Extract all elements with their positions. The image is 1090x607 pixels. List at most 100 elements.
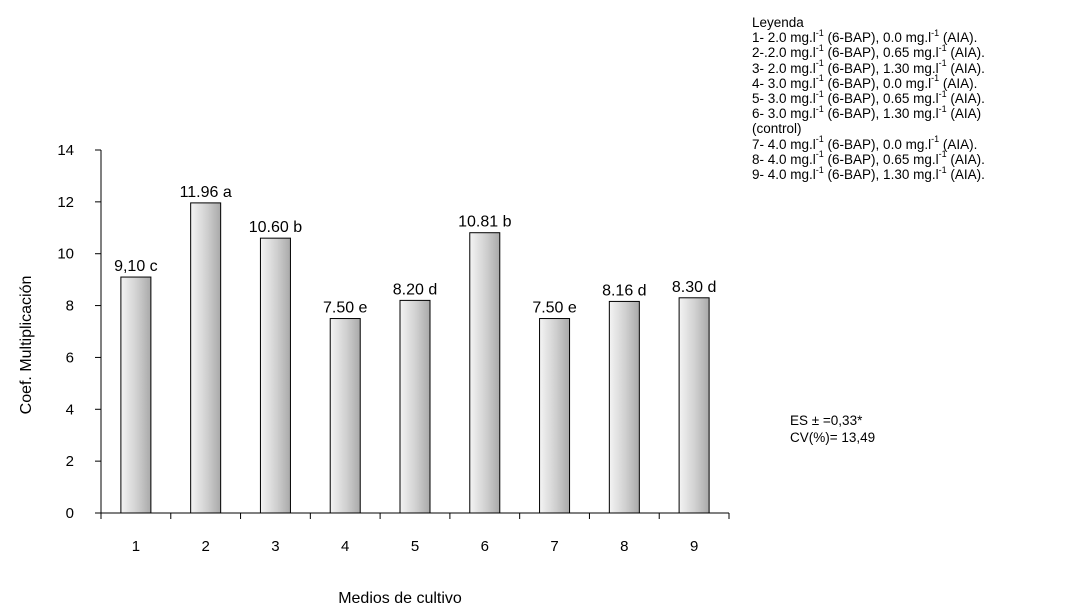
- legend-item-pre: 8- 4.0 mg.l: [752, 151, 816, 167]
- x-tick-label: 5: [411, 538, 419, 555]
- bar-value-label: 10.81 b: [458, 214, 511, 231]
- y-tick-label: 8: [66, 298, 74, 315]
- legend: Leyenda 1- 2.0 mg.l-1 (6-BAP), 0.0 mg.l-…: [752, 15, 985, 182]
- legend-item-sup2: -1: [938, 164, 947, 175]
- legend-item-pre: 3- 2.0 mg.l: [752, 60, 816, 76]
- x-axis-label: Medios de cultivo: [338, 590, 462, 607]
- legend-item-sup1: -1: [815, 27, 824, 38]
- bar-value-label: 8.20 d: [393, 281, 437, 298]
- bar: [399, 299, 431, 514]
- bar-value-label: 10.60 b: [249, 219, 302, 236]
- bar: [259, 237, 291, 514]
- legend-item-sup2: -1: [938, 42, 947, 53]
- x-tick-label: 8: [620, 538, 628, 555]
- y-tick-label: 2: [66, 453, 74, 470]
- legend-item: 7- 4.0 mg.l-1 (6-BAP), 0.0 mg.l-1 (AIA).: [752, 134, 985, 152]
- legend-item: 8- 4.0 mg.l-1 (6-BAP), 0.65 mg.l-1 (AIA)…: [752, 149, 985, 167]
- legend-item-mid: (6-BAP), 1.30 mg.l: [823, 167, 939, 183]
- bar-value-label: 11.96 a: [180, 184, 232, 201]
- bar: [120, 276, 152, 514]
- legend-item-pre: 6- 3.0 mg.l: [752, 106, 816, 122]
- legend-item-sup1: -1: [815, 149, 824, 160]
- legend-item-sup1: -1: [815, 73, 824, 84]
- legend-item-sup2: -1: [938, 88, 947, 99]
- legend-item-post: (AIA): [946, 106, 982, 122]
- legend-item-sup1: -1: [815, 88, 824, 99]
- legend-item-post: (AIA).: [939, 136, 978, 152]
- legend-item-post: (AIA).: [946, 60, 985, 76]
- legend-item-sup1: -1: [815, 164, 824, 175]
- legend-item-mid: (6-BAP), 0.0 mg.l: [823, 30, 932, 46]
- legend-item-mid: (6-BAP), 0.65 mg.l: [823, 151, 939, 167]
- legend-item-post: (AIA).: [946, 91, 985, 107]
- legend-item-sup1: -1: [815, 42, 824, 53]
- legend-item-pre: (control): [752, 121, 802, 137]
- legend-item: 3- 2.0 mg.l-1 (6-BAP), 1.30 mg.l-1 (AIA)…: [752, 58, 985, 76]
- bar-value-label: 8.16 d: [602, 282, 646, 299]
- bar: [539, 318, 571, 514]
- x-tick-label: 3: [271, 538, 279, 555]
- legend-item-sup2: -1: [931, 134, 940, 145]
- bar-value-label: 7.50 e: [532, 300, 577, 317]
- legend-item-sup2: -1: [938, 58, 947, 69]
- x-tick-label: 2: [201, 538, 209, 555]
- legend-item-mid: (6-BAP), 0.65 mg.l: [823, 91, 939, 107]
- legend-title: Leyenda: [752, 15, 804, 30]
- y-axis-label: Coef. Multiplicación: [18, 276, 35, 415]
- legend-item-sup2: -1: [938, 103, 947, 114]
- bar: [190, 202, 222, 514]
- legend-item-pre: 9- 4.0 mg.l: [752, 167, 816, 183]
- legend-item-pre: 5- 3.0 mg.l: [752, 91, 816, 107]
- legend-item-mid: (6-BAP), 0.0 mg.l: [823, 136, 932, 152]
- legend-item-sup2: -1: [931, 27, 940, 38]
- legend-item-mid: (6-BAP), 1.30 mg.l: [823, 60, 939, 76]
- bar: [329, 318, 361, 514]
- legend-items: 1- 2.0 mg.l-1 (6-BAP), 0.0 mg.l-1 (AIA).…: [752, 27, 985, 183]
- stats-box: ES ± =0,33* CV(%)= 13,49: [790, 412, 875, 446]
- legend-item-sup2: -1: [931, 73, 940, 84]
- bar-value-label: 7.50 e: [323, 300, 368, 317]
- y-tick-label: 12: [57, 194, 74, 211]
- y-tick-label: 10: [57, 246, 74, 263]
- bar-value-label: 9,10 c: [114, 258, 158, 275]
- y-tick-label: 6: [66, 349, 74, 366]
- legend-item-pre: 1- 2.0 mg.l: [752, 30, 816, 46]
- y-tick-label: 14: [57, 142, 74, 159]
- legend-item-mid: (6-BAP), 1.30 mg.l: [823, 106, 939, 122]
- x-tick-label: 4: [341, 538, 349, 555]
- legend-item: 4- 3.0 mg.l-1 (6-BAP), 0.0 mg.l-1 (AIA).: [752, 73, 985, 91]
- legend-item-post: (AIA).: [939, 30, 978, 46]
- legend-item-mid: (6-BAP), 0.0 mg.l: [823, 75, 932, 91]
- legend-item: 2-.2.0 mg.l-1 (6-BAP), 0.65 mg.l-1 (AIA)…: [752, 42, 985, 61]
- legend-item-pre: 4- 3.0 mg.l: [752, 75, 816, 91]
- bar-value-label: 8.30 d: [672, 279, 716, 296]
- x-tick-label: 6: [481, 538, 489, 555]
- legend-item-pre: 7- 4.0 mg.l: [752, 136, 816, 152]
- y-tick-label: 0: [66, 505, 74, 522]
- legend-item-mid: (6-BAP), 0.65 mg.l: [823, 45, 939, 61]
- standard-error: ES ± =0,33*: [790, 413, 863, 428]
- x-tick-label: 1: [132, 538, 140, 555]
- bar: [678, 297, 710, 514]
- y-tick-label: 4: [66, 401, 74, 418]
- x-tick-label: 7: [550, 538, 558, 555]
- legend-item-pre: 2-.2.0 mg.l: [752, 45, 816, 61]
- legend-item-post: (AIA).: [946, 151, 985, 167]
- legend-item-post: (AIA).: [946, 167, 985, 183]
- legend-item-sup2: -1: [938, 149, 947, 160]
- legend-item: (control): [752, 121, 985, 136]
- bar: [608, 300, 640, 514]
- legend-item: 9- 4.0 mg.l-1 (6-BAP), 1.30 mg.l-1 (AIA)…: [752, 164, 985, 183]
- legend-item-post: (AIA).: [946, 45, 985, 61]
- legend-item: 1- 2.0 mg.l-1 (6-BAP), 0.0 mg.l-1 (AIA).: [752, 27, 985, 46]
- legend-item: 6- 3.0 mg.l-1 (6-BAP), 1.30 mg.l-1 (AIA): [752, 103, 985, 122]
- legend-item-sup1: -1: [815, 58, 824, 69]
- bar: [469, 232, 501, 514]
- legend-item-sup1: -1: [815, 103, 824, 114]
- legend-item-post: (AIA).: [939, 75, 978, 91]
- coefficient-of-variation: CV(%)= 13,49: [790, 430, 876, 445]
- legend-item-sup1: -1: [815, 134, 824, 145]
- x-tick-label: 9: [690, 538, 698, 555]
- legend-item: 5- 3.0 mg.l-1 (6-BAP), 0.65 mg.l-1 (AIA)…: [752, 88, 985, 107]
